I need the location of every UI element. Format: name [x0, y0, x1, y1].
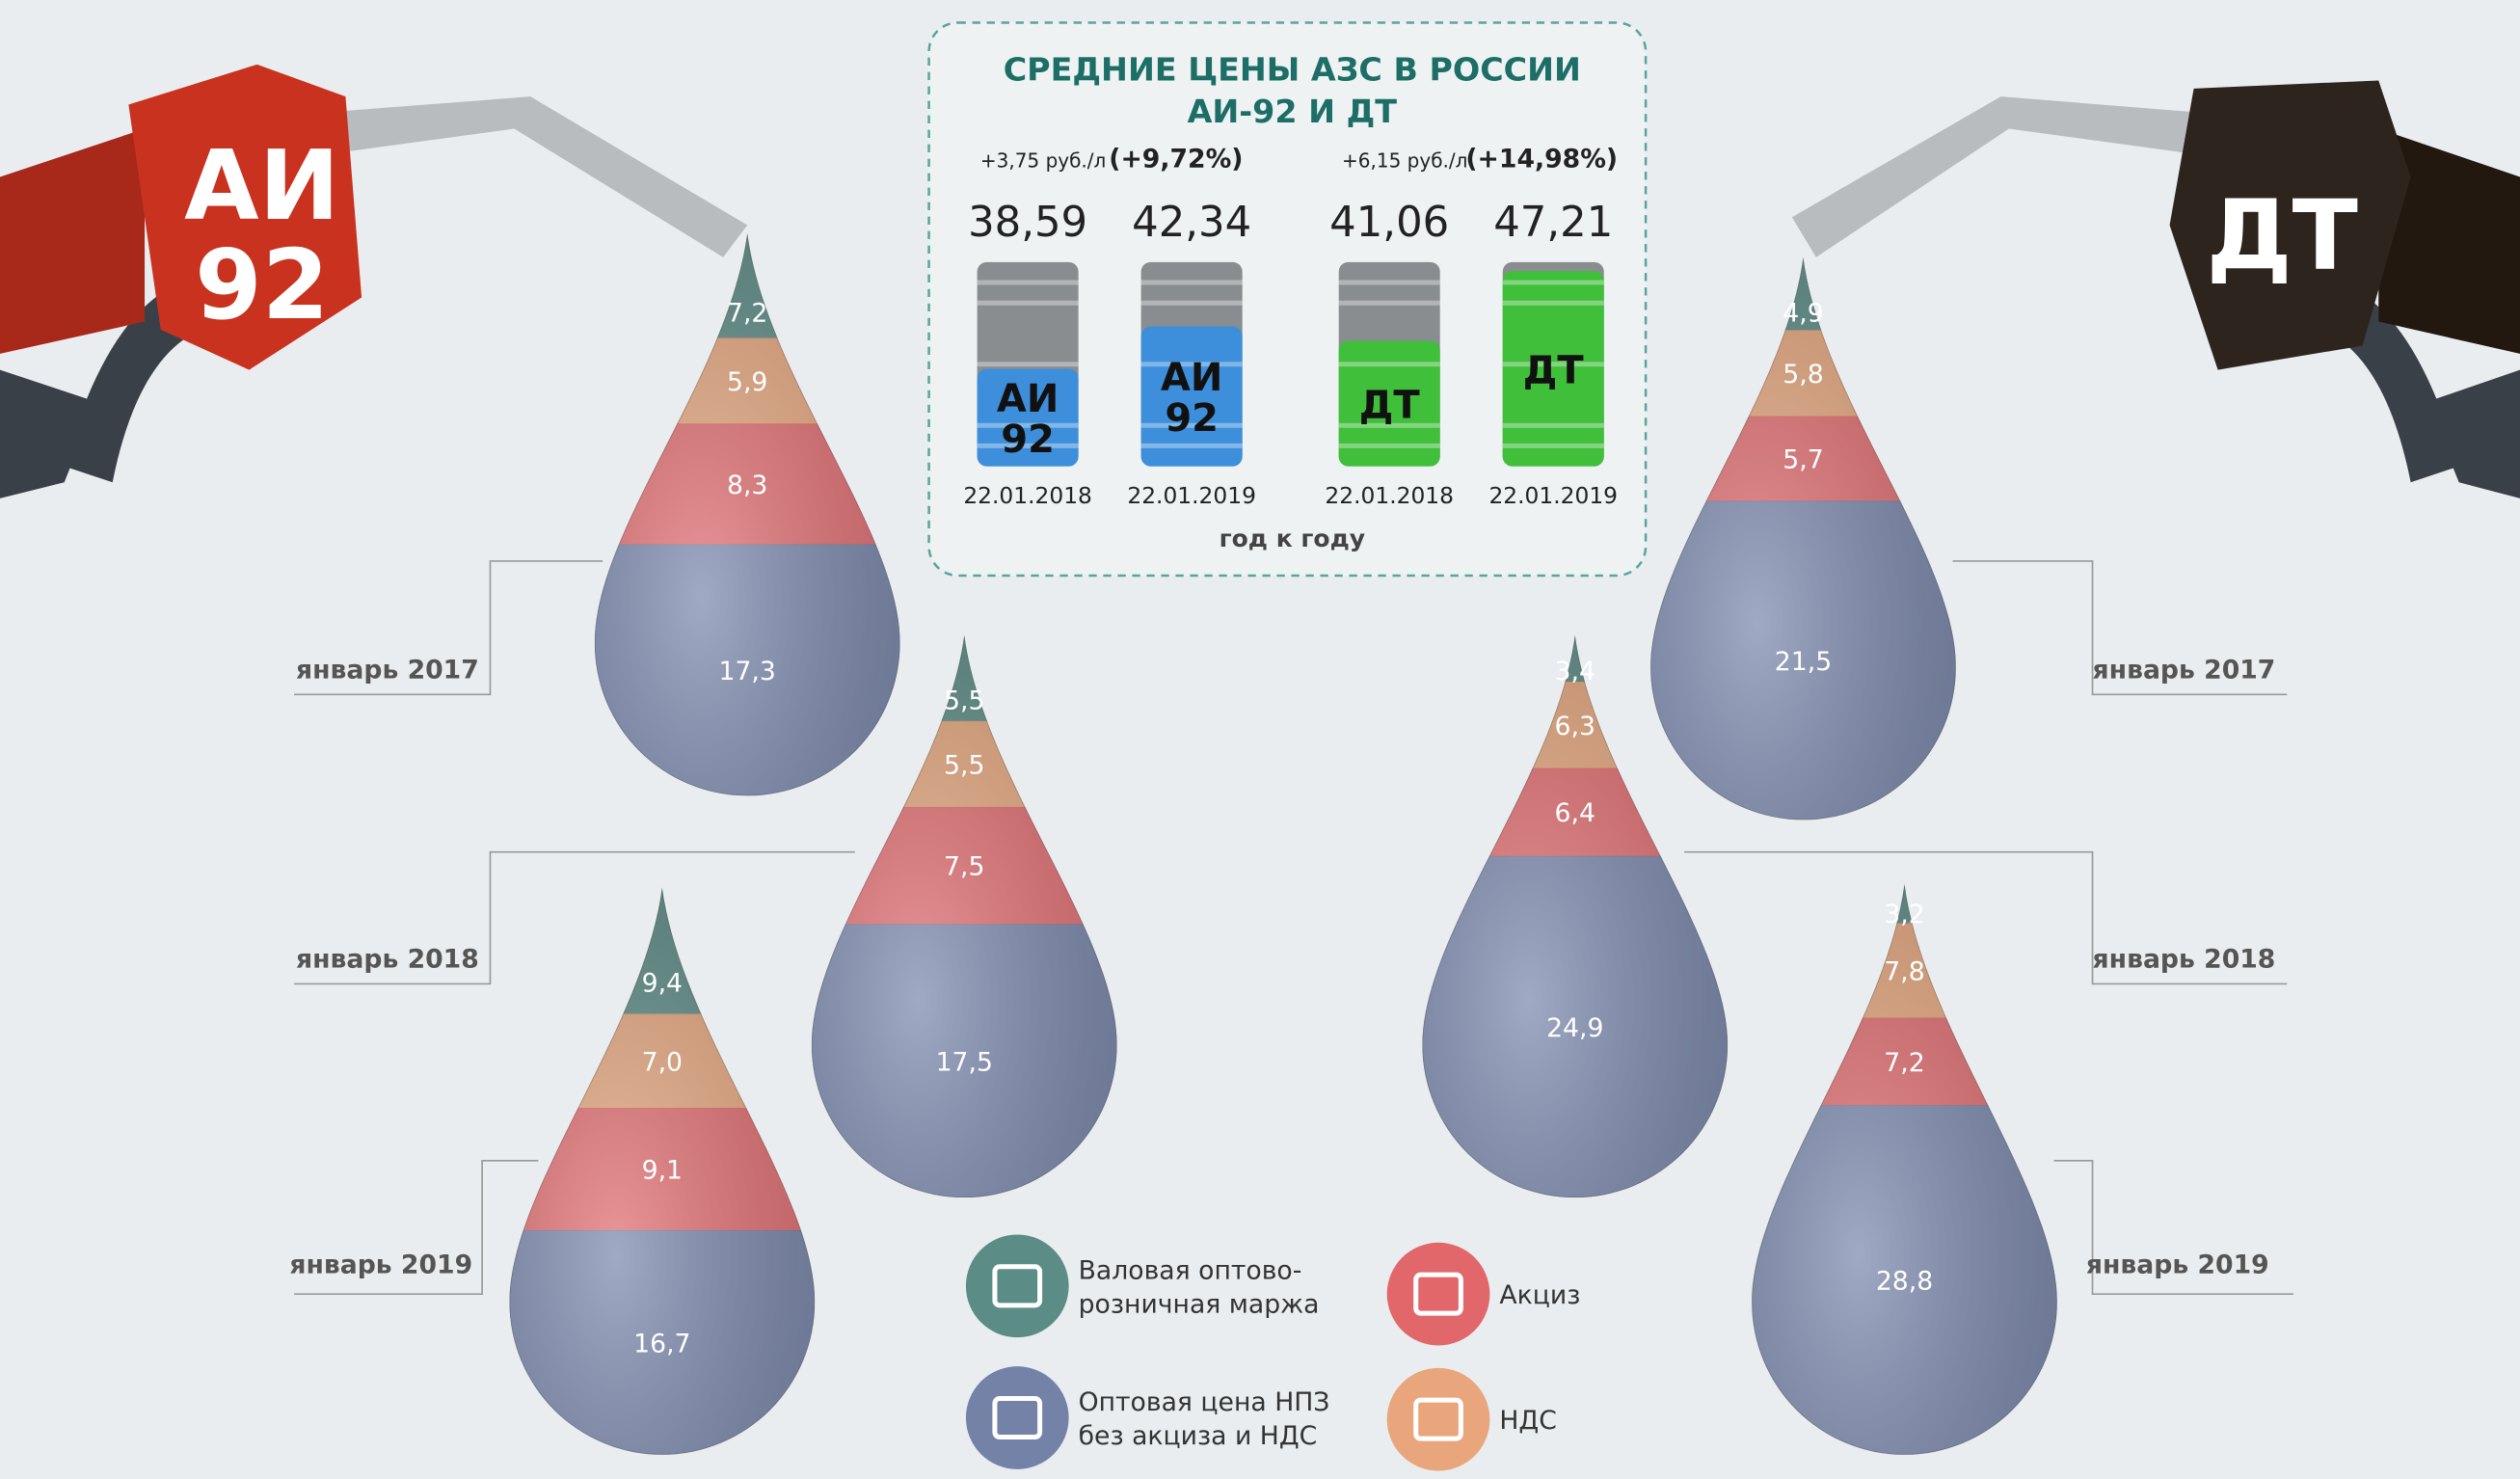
drop-label: январь 2019	[2086, 1250, 2269, 1279]
barrel-label: ДТ	[1523, 348, 1585, 392]
segment-value: 9,1	[642, 1156, 683, 1186]
segment-value: 16,7	[633, 1329, 690, 1358]
segment-value: 7,2	[727, 298, 767, 328]
price-change-pct: (+14,98%)	[1465, 145, 1618, 175]
segment-value: 5,7	[1783, 444, 1823, 474]
date: 22.01.2019	[1127, 482, 1256, 509]
segment-value: 5,9	[727, 367, 767, 397]
date: 22.01.2018	[1325, 482, 1454, 509]
segment-value: 3,4	[1555, 657, 1595, 686]
infographic: СРЕДНИЕ ЦЕНЫ АЗС В РОССИИ АИ-92 И ДТ год…	[0, 0, 2520, 1479]
price: 41,06	[1329, 199, 1449, 247]
barrel-label: 92	[1165, 396, 1219, 441]
segment-value: 5,5	[944, 686, 984, 715]
price-change: +3,75 руб./л	[980, 149, 1106, 173]
segment-value: 3,2	[1884, 900, 1924, 929]
drop-label: январь 2018	[2093, 945, 2276, 975]
segment-value: 7,2	[1884, 1048, 1924, 1078]
segment-value: 5,5	[944, 750, 984, 780]
legend-label: без акциза и НДС	[1079, 1421, 1318, 1451]
segment-value: 9,4	[642, 969, 683, 999]
segment-value: 5,8	[1783, 360, 1823, 390]
legend-icon	[1387, 1368, 1490, 1471]
date: 22.01.2018	[963, 482, 1092, 509]
segment-value: 8,3	[727, 471, 767, 500]
price: 47,21	[1493, 199, 1613, 247]
price-change-pct: (+9,72%)	[1109, 145, 1243, 175]
price: 42,34	[1132, 199, 1251, 247]
pump-label: АИ	[184, 129, 339, 242]
barrel-label: 92	[1001, 417, 1055, 462]
subtitle: АИ-92 И ДТ	[1188, 93, 1398, 130]
drop-label: январь 2017	[296, 656, 479, 686]
caption: год к году	[1220, 524, 1366, 552]
barrel-label: АИ	[1161, 356, 1222, 400]
segment-value: 7,5	[944, 852, 984, 882]
legend-label: Валовая оптово-	[1079, 1255, 1302, 1285]
segment-value: 17,5	[936, 1047, 993, 1077]
segment-value: 7,8	[1884, 956, 1924, 986]
segment-value: 24,9	[1546, 1013, 1603, 1043]
pump-label: ДТ	[2207, 179, 2358, 292]
legend-label: Оптовая цена НПЗ	[1079, 1387, 1330, 1417]
drop-label: январь 2018	[296, 945, 479, 975]
barrel-label: ДТ	[1359, 384, 1421, 428]
pump-label: 92	[195, 229, 329, 341]
legend-label: розничная маржа	[1079, 1289, 1320, 1319]
segment-value: 28,8	[1876, 1267, 1933, 1297]
title: СРЕДНИЕ ЦЕНЫ АЗС В РОССИИ	[1004, 50, 1581, 88]
segment-value: 21,5	[1775, 647, 1832, 677]
legend-icon	[1387, 1243, 1490, 1346]
segment-value: 6,4	[1555, 798, 1595, 828]
segment-value: 6,3	[1555, 712, 1595, 741]
legend-label: НДС	[1499, 1406, 1556, 1436]
drop-label: январь 2019	[289, 1250, 472, 1279]
drop-label: январь 2017	[2093, 656, 2276, 686]
segment-value: 4,9	[1783, 298, 1823, 328]
page: СРЕДНИЕ ЦЕНЫ АЗС В РОССИИ АИ-92 И ДТ год…	[0, 0, 2520, 1479]
legend-label: Акциз	[1499, 1280, 1580, 1310]
legend-icon	[966, 1366, 1069, 1469]
legend-icon	[966, 1234, 1069, 1337]
price: 38,59	[968, 199, 1087, 247]
segment-value: 17,3	[719, 657, 776, 686]
date: 22.01.2019	[1488, 482, 1618, 509]
segment-value: 7,0	[642, 1047, 683, 1077]
price-change: +6,15 руб./л	[1342, 149, 1467, 173]
barrel-label: АИ	[997, 377, 1059, 421]
